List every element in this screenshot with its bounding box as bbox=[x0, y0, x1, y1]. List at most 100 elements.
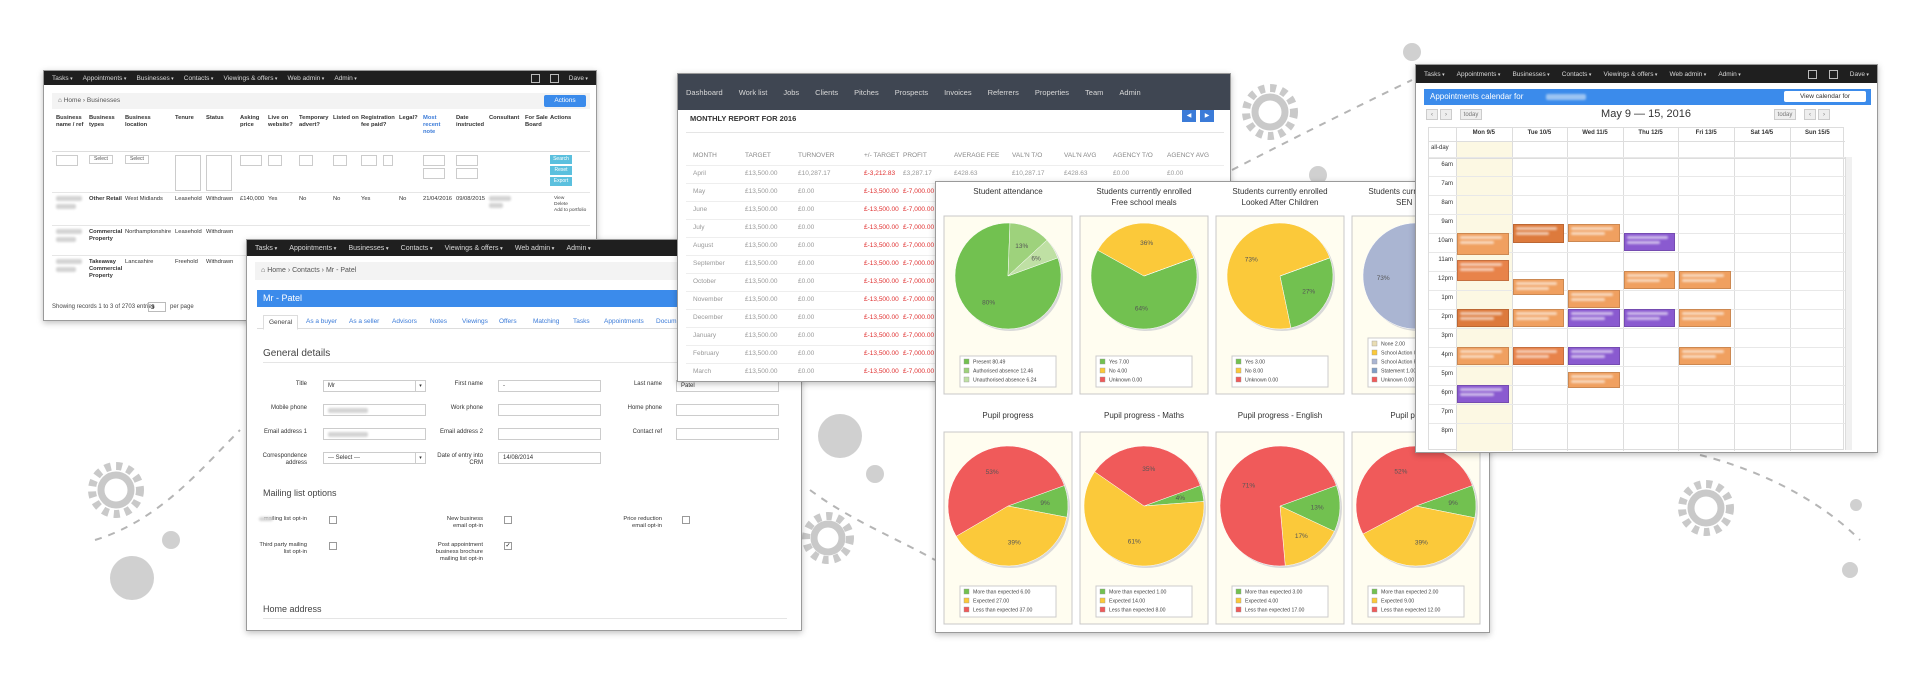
calendar-event[interactable] bbox=[1457, 347, 1509, 365]
nav-item[interactable]: Admin bbox=[334, 75, 356, 82]
view-calendar-button[interactable]: View calendar for bbox=[1784, 91, 1866, 102]
calendar-event[interactable] bbox=[1512, 223, 1565, 244]
nav-item[interactable]: Contacts bbox=[401, 245, 433, 252]
filter-input[interactable] bbox=[268, 155, 282, 166]
nav-item[interactable]: Tasks bbox=[52, 75, 73, 82]
nav-arrow-button[interactable]: ▶ bbox=[1200, 110, 1214, 122]
checkbox[interactable] bbox=[682, 516, 690, 524]
per-page-select[interactable]: 3 bbox=[148, 302, 166, 312]
tab[interactable]: Docum bbox=[656, 318, 677, 325]
nav-item[interactable]: Appointments bbox=[289, 245, 336, 252]
calendar-event[interactable] bbox=[1623, 309, 1676, 327]
nav-item[interactable]: Web admin bbox=[288, 75, 325, 82]
row-action[interactable]: Add to portfolio bbox=[554, 208, 587, 213]
nav-item[interactable]: Admin bbox=[567, 245, 591, 252]
tab[interactable]: Advisors bbox=[392, 318, 417, 325]
actions-button[interactable]: Actions bbox=[544, 95, 586, 107]
calendar-event[interactable] bbox=[1568, 371, 1620, 388]
nav-item[interactable]: Invoices bbox=[944, 87, 972, 97]
nav-item[interactable]: Properties bbox=[1034, 87, 1070, 97]
nav-item[interactable]: Clients bbox=[815, 87, 839, 97]
calendar-event[interactable] bbox=[1512, 309, 1565, 327]
text-input[interactable] bbox=[498, 404, 601, 416]
filter-button[interactable]: Export bbox=[550, 177, 572, 186]
breadcrumb-item[interactable]: Contacts bbox=[292, 267, 320, 274]
nav-item[interactable]: Work list bbox=[738, 87, 768, 97]
calendar-event[interactable] bbox=[1679, 347, 1731, 365]
toolbar-button[interactable]: today bbox=[1460, 109, 1482, 120]
nav-item[interactable]: Jobs bbox=[783, 87, 800, 97]
toolbar-button[interactable]: › bbox=[1818, 109, 1830, 120]
nav-item[interactable]: Prospects bbox=[894, 87, 929, 97]
filter-input[interactable] bbox=[456, 155, 478, 166]
nav-item[interactable]: Pitches bbox=[854, 87, 879, 97]
calendar-event[interactable] bbox=[1457, 385, 1509, 403]
filter-input[interactable] bbox=[423, 168, 445, 179]
select-input[interactable]: --- Select --- ▾ bbox=[323, 452, 426, 464]
nav-item[interactable]: Appointments bbox=[1457, 71, 1501, 78]
text-input[interactable] bbox=[498, 428, 601, 440]
calendar-event[interactable] bbox=[1457, 233, 1509, 255]
nav-item[interactable]: Referrers bbox=[987, 87, 1019, 97]
filter-select[interactable]: Select bbox=[89, 155, 113, 164]
nav-item[interactable]: Viewings & offers bbox=[223, 75, 277, 82]
filter-input[interactable] bbox=[383, 155, 393, 166]
nav-item[interactable]: Businesses bbox=[136, 75, 173, 82]
filter-list[interactable] bbox=[175, 155, 201, 191]
toolbar-button[interactable]: ‹ bbox=[1804, 109, 1816, 120]
nav-item[interactable]: Contacts bbox=[1562, 71, 1592, 78]
select-input[interactable]: Mr ▾ bbox=[323, 380, 426, 392]
filter-input[interactable] bbox=[423, 155, 445, 166]
nav-item[interactable]: Web admin bbox=[515, 245, 555, 252]
tab[interactable]: Viewings bbox=[462, 318, 488, 325]
text-input[interactable] bbox=[323, 404, 426, 416]
breadcrumb-item[interactable]: Home bbox=[267, 267, 286, 274]
calendar-event[interactable] bbox=[1457, 309, 1509, 327]
tab[interactable]: General bbox=[263, 315, 299, 330]
nav-item[interactable]: Web admin bbox=[1670, 71, 1707, 78]
checkbox[interactable] bbox=[504, 516, 512, 524]
nav-item[interactable]: Tasks bbox=[255, 245, 277, 252]
tab[interactable]: Matching bbox=[533, 318, 560, 325]
nav-item[interactable]: Businesses bbox=[348, 245, 388, 252]
user-menu[interactable]: Dave bbox=[1850, 71, 1869, 78]
text-input[interactable] bbox=[676, 404, 779, 416]
calendar-event[interactable] bbox=[1623, 233, 1676, 251]
nav-item[interactable]: Contacts bbox=[184, 75, 214, 82]
tab[interactable]: As a seller bbox=[349, 318, 380, 325]
row-action[interactable]: Delete bbox=[554, 202, 568, 207]
tab[interactable]: Tasks bbox=[573, 318, 590, 325]
filter-input[interactable] bbox=[299, 155, 313, 166]
checkbox[interactable] bbox=[329, 516, 337, 524]
filter-button[interactable]: Reset bbox=[550, 166, 572, 175]
checkbox[interactable]: ✓ bbox=[504, 542, 512, 550]
calendar-event[interactable] bbox=[1512, 347, 1565, 365]
calendar-event[interactable] bbox=[1679, 271, 1731, 289]
filter-input[interactable] bbox=[456, 168, 478, 179]
filter-button[interactable]: Search bbox=[550, 155, 572, 164]
nav-item[interactable]: Admin bbox=[1718, 71, 1740, 78]
text-input[interactable]: 14/08/2014 bbox=[498, 452, 601, 464]
calendar-event[interactable] bbox=[1568, 290, 1620, 308]
breadcrumb-item[interactable]: Home bbox=[63, 97, 82, 104]
nav-arrow-button[interactable]: ◀ bbox=[1182, 110, 1196, 122]
filter-input[interactable] bbox=[56, 155, 78, 166]
toolbar-button[interactable]: today bbox=[1774, 109, 1796, 120]
filter-input[interactable] bbox=[240, 155, 262, 166]
nav-item[interactable]: Viewings & offers bbox=[445, 245, 503, 252]
row-action[interactable]: View bbox=[554, 196, 565, 201]
calendar-event[interactable] bbox=[1679, 309, 1731, 327]
calendar-event[interactable] bbox=[1568, 347, 1620, 365]
filter-list[interactable] bbox=[206, 155, 232, 191]
nav-item[interactable]: Tasks bbox=[1424, 71, 1445, 78]
filter-input[interactable] bbox=[361, 155, 377, 166]
nav-item[interactable]: Businesses bbox=[1512, 71, 1549, 78]
nav-item[interactable]: Admin bbox=[1119, 87, 1141, 97]
filter-select[interactable]: Select bbox=[125, 155, 149, 164]
calendar-event[interactable] bbox=[1457, 259, 1509, 282]
user-menu[interactable]: Dave bbox=[569, 75, 588, 82]
tab[interactable]: Notes bbox=[430, 318, 447, 325]
calendar-event[interactable] bbox=[1568, 223, 1620, 242]
checkbox[interactable] bbox=[329, 542, 337, 550]
text-input[interactable]: - bbox=[498, 380, 601, 392]
